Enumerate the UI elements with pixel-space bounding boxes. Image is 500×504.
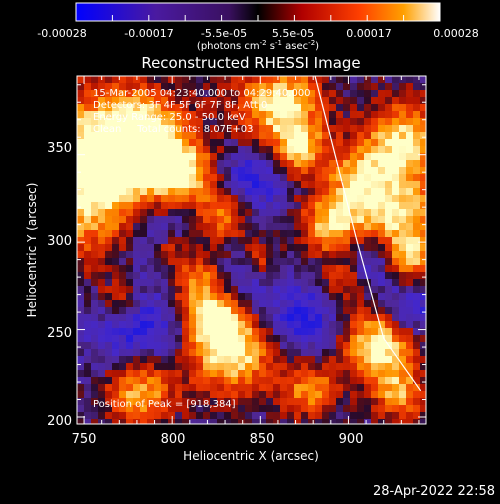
plot-title: Reconstructed RHESSI Image — [141, 54, 360, 72]
colorbar-tick-label: 0.00017 — [346, 27, 392, 40]
x-axis: 750 800 850 900 Heliocentric X (arcsec) — [72, 432, 364, 463]
axis-tick-marks — [77, 76, 426, 424]
image-annotations: 15-Mar-2005 04:23:40.000 to 04:29:40.000… — [93, 88, 311, 410]
y-tick-label: 200 — [47, 414, 72, 429]
y-tick-label: 350 — [47, 141, 72, 156]
x-tick-label: 750 — [72, 432, 97, 447]
detectors-text: Detectors: 3F 4F 5F 6F 7F 8F, Att 0 — [93, 100, 267, 111]
colorbar-tick-label: -0.00028 — [37, 27, 86, 40]
x-tick-label: 800 — [161, 432, 186, 447]
footer-timestamp: 28-Apr-2022 22:58 — [373, 484, 495, 499]
y-axis: 200 250 300 350 Heliocentric Y (arcsec) — [25, 141, 72, 429]
peak-position-text: Position of Peak = [918,384] — [93, 399, 236, 410]
colorbar-tick-label: -5.5e-05 — [201, 27, 247, 40]
image-pixels — [77, 76, 426, 424]
y-tick-label: 250 — [47, 326, 72, 341]
colorbar-tick-label: 0.00028 — [433, 27, 479, 40]
energy-range-text: Energy Range: 25.0 - 50.0 keV — [93, 112, 246, 123]
x-tick-label: 850 — [250, 432, 275, 447]
time-range-text: 15-Mar-2005 04:23:40.000 to 04:29:40.000 — [93, 88, 311, 99]
plot-frame — [76, 75, 427, 425]
clean-counts-text: Clean Total counts: 8.07E+03 — [93, 124, 253, 135]
y-tick-label: 300 — [47, 234, 72, 249]
colorbar-tick-marks — [75, 15, 441, 21]
colorbar-units: (photons cm-2 s-1 asec-2) — [197, 39, 319, 52]
y-axis-label: Heliocentric Y (arcsec) — [25, 183, 39, 318]
x-axis-label: Heliocentric X (arcsec) — [183, 449, 319, 463]
colorbar-tick-label: 5.5e-05 — [272, 27, 314, 40]
colorbar: -0.00028 -0.00017 -5.5e-05 5.5e-05 0.000… — [37, 2, 479, 52]
colorbar-tick-label: -0.00017 — [124, 27, 173, 40]
x-tick-label: 900 — [339, 432, 364, 447]
solar-limb-line — [314, 76, 422, 392]
rhessi-image — [77, 76, 426, 424]
